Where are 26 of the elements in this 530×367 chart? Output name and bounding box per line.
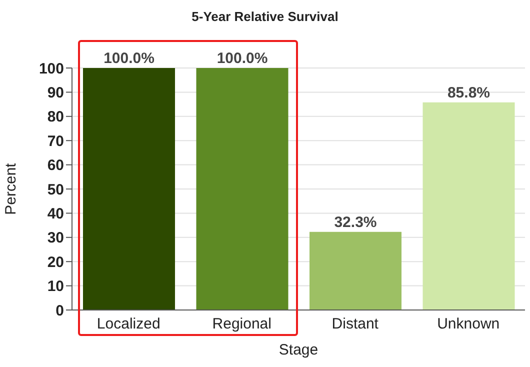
y-tick-label: 0 — [56, 302, 64, 320]
y-tick-label: 50 — [47, 181, 64, 198]
bar — [310, 232, 402, 310]
x-tick-label: Distant — [332, 316, 380, 333]
y-tick-label: 90 — [47, 84, 64, 102]
y-tick-label: 10 — [47, 278, 64, 296]
chart-title: 5-Year Relative Survival — [190, 9, 340, 24]
bar — [83, 68, 175, 310]
data-label: 100.0% — [216, 50, 268, 67]
data-label: 32.3% — [334, 214, 377, 231]
bar — [422, 102, 515, 310]
x-tick-label: Localized — [96, 316, 160, 333]
x-tick-label: Unknown — [437, 316, 500, 333]
y-axis-title: Percent — [2, 162, 20, 215]
y-tick-label: 60 — [47, 157, 64, 174]
y-tick-label: 40 — [47, 206, 64, 223]
y-tick-label: 30 — [47, 230, 64, 247]
y-tick-label: 70 — [47, 132, 64, 150]
data-label: 100.0% — [104, 50, 154, 67]
y-tick-label: 80 — [47, 108, 64, 126]
data-label: 85.8% — [447, 84, 490, 102]
bar — [196, 68, 288, 310]
x-axis-title: Stage — [278, 342, 318, 359]
y-tick-label: 100 — [38, 60, 64, 78]
y-tick-label: 20 — [47, 254, 64, 271]
x-tick-label: Regional — [212, 316, 272, 333]
